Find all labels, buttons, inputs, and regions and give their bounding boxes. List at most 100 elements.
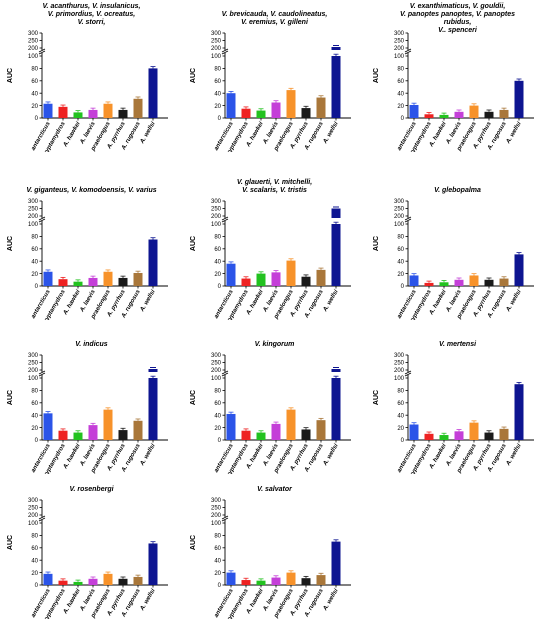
y-tick-label: 60 [397,79,404,85]
x-tick-label: A. wellsi [505,121,523,146]
bar [469,275,479,286]
bar [286,409,296,440]
y-tick-label: 200 [211,513,222,519]
y-axis-label: AUC [7,535,14,550]
error-bar [90,576,96,579]
error-bar [273,270,279,273]
y-tick-label: 200 [28,368,39,374]
y-tick-label: 300 [394,199,405,205]
y-tick-label: 40 [214,413,221,419]
y-tick-label: 60 [397,401,404,407]
bar [148,68,158,118]
y-tick-label: 250 [394,361,405,367]
y-tick-label: 300 [211,498,222,504]
error-bar [501,426,507,429]
y-tick-label: 200 [394,46,405,52]
y-tick-label: 200 [394,368,405,374]
bar [469,105,479,118]
y-axis-label: AUC [7,68,14,83]
y-tick-label: 100 [211,376,222,382]
y-tick-label: 80 [214,534,221,540]
error-bar [456,277,462,280]
y-tick-label: 100 [28,54,39,60]
y-tick-label: 100 [211,54,222,60]
chart-title-line: V.. spenceri [438,27,477,34]
error-bar [273,421,279,424]
y-tick-label: 0 [218,284,222,290]
y-tick-label: 20 [31,426,38,432]
bar [454,431,464,440]
axis-break-mark [38,50,46,55]
error-bar [75,579,81,582]
y-tick-label: 40 [31,91,38,97]
y-tick-label: 100 [28,521,39,527]
chart-title-line: V. acanthurus, V. insulanicus, [42,3,141,10]
bar [88,277,98,286]
y-tick-label: 80 [31,534,38,540]
y-axis-label: AUC [373,68,380,83]
error-bar [486,277,492,280]
bar [316,575,326,585]
y-tick-label: 80 [397,235,404,241]
axis-break-mark [221,372,229,377]
error-bar [120,576,126,579]
bar [43,103,53,118]
error-bar [105,571,111,574]
y-tick-label: 20 [214,571,221,577]
bar-upper-segment [148,369,158,372]
axis-break-mark [221,216,229,221]
y-tick-label: 100 [394,222,405,228]
bar [133,420,143,440]
bar [271,577,281,585]
y-axis-label: AUC [190,535,197,550]
bar [43,413,53,440]
bar [271,272,281,286]
bar [499,278,509,286]
bar [409,275,419,286]
bar [256,432,266,440]
bar [103,409,113,440]
y-tick-label: 20 [397,426,404,432]
chart-panel: V. salvator AUC 0 20 40 60 80 100 200 250 300 A. an… [183,467,366,619]
y-tick-label: 0 [218,438,222,444]
bar [226,572,236,585]
y-axis-label: AUC [7,390,14,405]
bar [331,541,341,585]
y-axis-label: AUC [373,390,380,405]
y-tick-label: 40 [31,413,38,419]
axis-break-mark [221,50,229,55]
y-tick-label: 300 [394,353,405,359]
chart-title: V. rosenbergi [20,486,163,494]
chart-panel: V. kingorum AUC 0 20 40 60 80 100 200 250 300 A. an… [183,322,366,474]
chart-title-line: V. panoptes panoptes, V. panoptes rubidu… [399,11,515,26]
bar [439,435,449,440]
axis-break-mark [404,370,412,375]
chart-title: V. exanthimaticus, V. gouldii, V. panopte… [386,3,529,35]
bar [484,279,494,286]
y-tick-label: 200 [211,46,222,52]
y-tick-label: 300 [28,31,39,37]
bar-upper-segment [331,369,341,372]
error-bar [105,407,111,410]
chart-title-line: V. salvator [257,486,292,493]
y-tick-label: 100 [28,376,39,382]
bar [256,580,266,585]
bar [469,422,479,440]
x-tick-label: A. wellsi [139,121,157,146]
y-tick-label: 300 [211,31,222,37]
y-tick-label: 80 [397,389,404,395]
axis-break-mark [221,517,229,522]
y-tick-label: 200 [28,46,39,52]
bar [286,260,296,286]
chart-panel: V. exanthimaticus, V. gouldii, V. panopte… [366,0,549,152]
error-bar [318,95,324,98]
y-tick-label: 60 [31,401,38,407]
error-bar [273,575,279,578]
error-bar [303,427,309,430]
bar [454,279,464,286]
axis-break-mark [38,218,46,223]
